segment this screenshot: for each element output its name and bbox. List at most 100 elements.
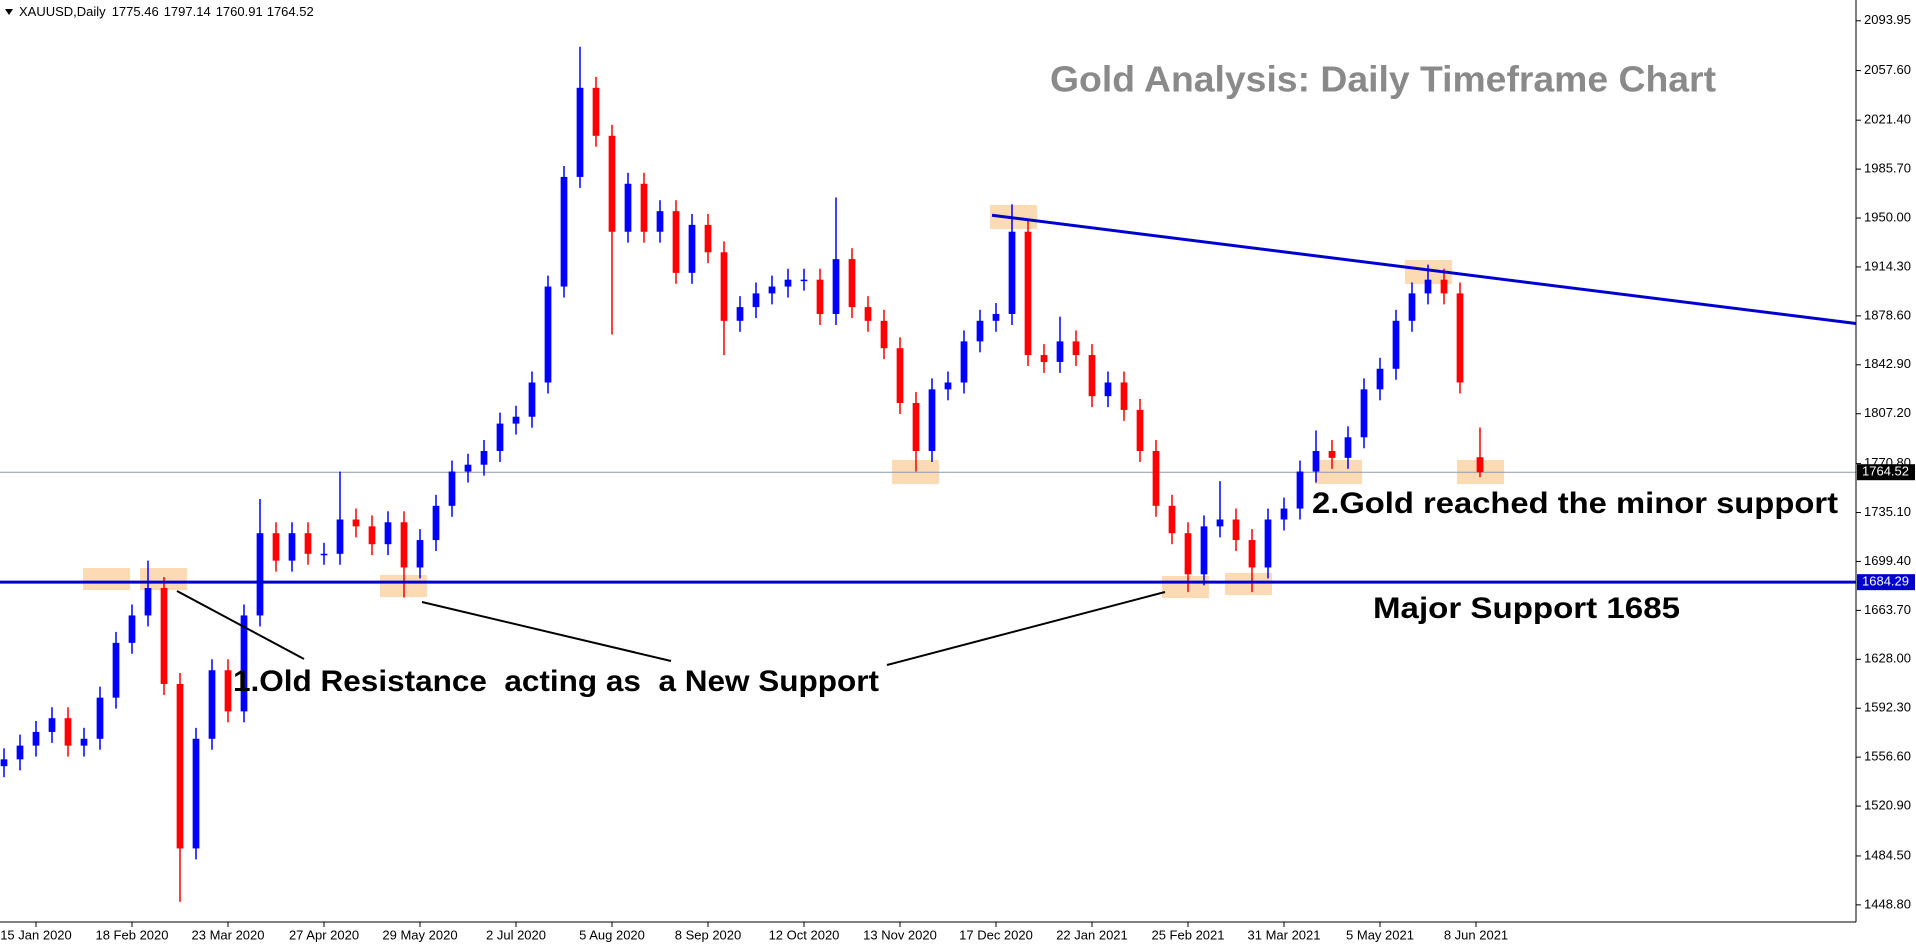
candle-body [1120, 382, 1128, 410]
candle-body [560, 176, 568, 287]
candle-body [176, 683, 184, 849]
symbol-header: XAUUSD,Daily 1775.46 1797.14 1760.91 1764.52 [19, 4, 314, 19]
y-tick-label: 1699.40 [1864, 553, 1911, 568]
annotation: 2.Gold reached the minor support [1312, 487, 1838, 520]
y-tick-label: 1842.90 [1864, 356, 1911, 371]
candle-body [384, 522, 392, 545]
candle-body [1476, 457, 1484, 473]
candle-body [448, 471, 456, 506]
candle-body [864, 307, 872, 321]
y-tick-label: 1628.00 [1864, 651, 1911, 666]
candle-body [48, 718, 56, 732]
candle-body [1168, 505, 1176, 534]
candle-body [1008, 231, 1016, 314]
candle-body [272, 533, 280, 561]
candle-body [880, 320, 888, 349]
x-tick-label: 5 Aug 2020 [579, 927, 645, 942]
candle-body [544, 286, 552, 383]
candle-body [1424, 279, 1432, 294]
candle-body [1104, 382, 1112, 397]
candle-body [624, 183, 632, 232]
candle-body [96, 697, 104, 739]
candle-body [928, 389, 936, 451]
menu-triangle[interactable] [5, 9, 13, 15]
annotation: Major Support 1685 [1373, 592, 1680, 625]
callout-lines [176, 590, 1166, 666]
x-tick-label: 27 Apr 2020 [289, 927, 359, 942]
y-tick-label: 2057.60 [1864, 62, 1911, 77]
candle-body [1232, 519, 1240, 541]
plot-area [0, 46, 1857, 902]
open-price: 1775.46 [112, 4, 159, 19]
candle-body [1184, 533, 1192, 575]
x-tick-label: 17 Dec 2020 [959, 927, 1033, 942]
candle-body [1440, 279, 1448, 294]
candle-body [112, 642, 120, 698]
callout-line [886, 591, 1166, 666]
candle-body [368, 526, 376, 545]
candle-body [16, 745, 24, 760]
candle-body [640, 183, 648, 232]
candle-body [960, 341, 968, 383]
candle-body [256, 533, 264, 616]
candle-body [736, 307, 744, 321]
candle-body [496, 423, 504, 451]
candle-body [656, 211, 664, 232]
callout-line [176, 590, 305, 660]
y-tick-label: 1735.10 [1864, 504, 1911, 519]
candle-body [80, 738, 88, 746]
x-tick-label: 2 Jul 2020 [486, 927, 546, 942]
candle-body [32, 731, 40, 746]
y-tick-label: 1950.00 [1864, 209, 1911, 224]
candle-body [800, 279, 808, 282]
candle-body [400, 522, 408, 568]
candle-body [944, 382, 952, 390]
highlight-zone [83, 568, 130, 590]
trend-line [991, 213, 1857, 326]
candle-body [1200, 526, 1208, 575]
highlight-zone [1162, 576, 1209, 598]
candle-body [752, 293, 760, 308]
x-tick-label: 29 May 2020 [382, 927, 457, 942]
candle-body [688, 224, 696, 273]
x-tick-label: 25 Feb 2021 [1151, 927, 1224, 942]
close-price: 1764.52 [267, 4, 314, 19]
candle-body [432, 505, 440, 541]
x-tick-label: 13 Nov 2020 [863, 927, 937, 942]
candle-body [832, 259, 840, 314]
x-tick-label: 23 Mar 2020 [192, 927, 265, 942]
price-tag: 1764.52 [1862, 464, 1909, 479]
candle-body [816, 279, 824, 314]
y-tick-label: 1556.60 [1864, 749, 1911, 764]
chart-title: Gold Analysis: Daily Timeframe Chart [1050, 59, 1716, 100]
candle-body [896, 348, 904, 404]
x-tick-label: 31 Mar 2021 [1248, 927, 1321, 942]
candle-body [1456, 293, 1464, 383]
candle-body [320, 553, 328, 556]
candle-body [976, 320, 984, 342]
candle-body [352, 519, 360, 527]
candle-body [416, 540, 424, 568]
x-tick-label: 8 Jun 2021 [1444, 927, 1508, 942]
y-tick-label: 1985.70 [1864, 161, 1911, 176]
candle-body [720, 252, 728, 321]
x-tick-label: 18 Feb 2020 [95, 927, 168, 942]
y-tick-label: 2021.40 [1864, 112, 1911, 127]
candle-body [240, 615, 248, 712]
support-tag: 1684.29 [1862, 574, 1909, 589]
candle-body [512, 416, 520, 424]
candle-body [784, 279, 792, 287]
candle-body [64, 718, 72, 746]
candle-body [288, 533, 296, 561]
price-tag-bg [1857, 464, 1915, 481]
y-tick-label: 2093.95 [1864, 12, 1911, 27]
highlight-zone [1225, 573, 1272, 595]
y-tick-label: 1914.30 [1864, 258, 1911, 273]
candle-body [1024, 231, 1032, 356]
x-tick-label: 22 Jan 2021 [1056, 927, 1128, 942]
x-tick-label: 8 Sep 2020 [675, 927, 742, 942]
candle-body [208, 670, 216, 739]
